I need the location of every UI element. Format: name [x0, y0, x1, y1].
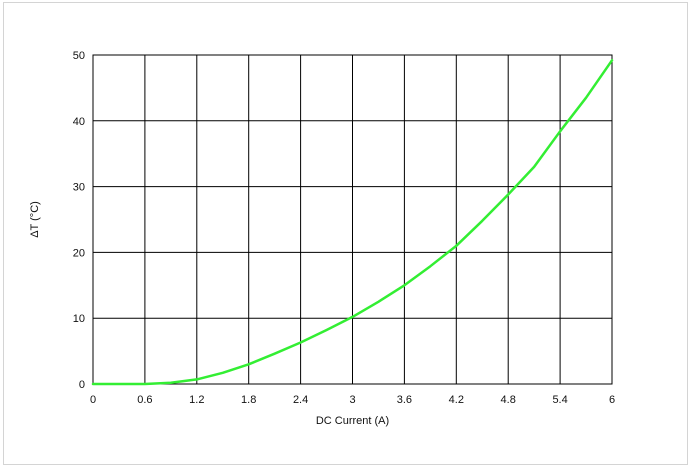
x-tick-label: 2.4 — [293, 394, 308, 406]
x-tick-label: 1.2 — [189, 394, 204, 406]
x-tick-label: 5.4 — [552, 394, 567, 406]
y-tick-label: 0 — [79, 379, 85, 391]
x-tick-labels: 0 0.6 1.2 1.8 2.4 3 3.6 4.2 4.8 5.4 6 — [90, 394, 615, 406]
x-tick-label: 1.8 — [241, 394, 256, 406]
series-line — [91, 59, 614, 386]
y-axis-label: ΔT (°C) — [29, 201, 41, 238]
y-tick-label: 40 — [73, 116, 85, 128]
x-tick-label: 6 — [609, 394, 615, 406]
y-tick-label: 10 — [73, 313, 85, 325]
plot-border — [92, 54, 613, 385]
y-tick-labels: 0 10 20 30 40 50 — [73, 50, 85, 391]
grid-lines — [92, 54, 613, 385]
x-tick-label: 3.6 — [397, 394, 412, 406]
x-tick-label: 4.8 — [501, 394, 516, 406]
series-group — [91, 59, 614, 386]
y-tick-label: 20 — [73, 247, 85, 259]
y-tick-label: 50 — [73, 50, 85, 62]
x-axis-label: DC Current (A) — [316, 415, 389, 427]
y-tick-label: 30 — [73, 182, 85, 194]
x-tick-label: 3 — [349, 394, 355, 406]
x-tick-label: 4.2 — [449, 394, 464, 406]
x-tick-label: 0 — [90, 394, 96, 406]
chart-frame — [3, 2, 688, 465]
x-tick-label: 0.6 — [137, 394, 152, 406]
